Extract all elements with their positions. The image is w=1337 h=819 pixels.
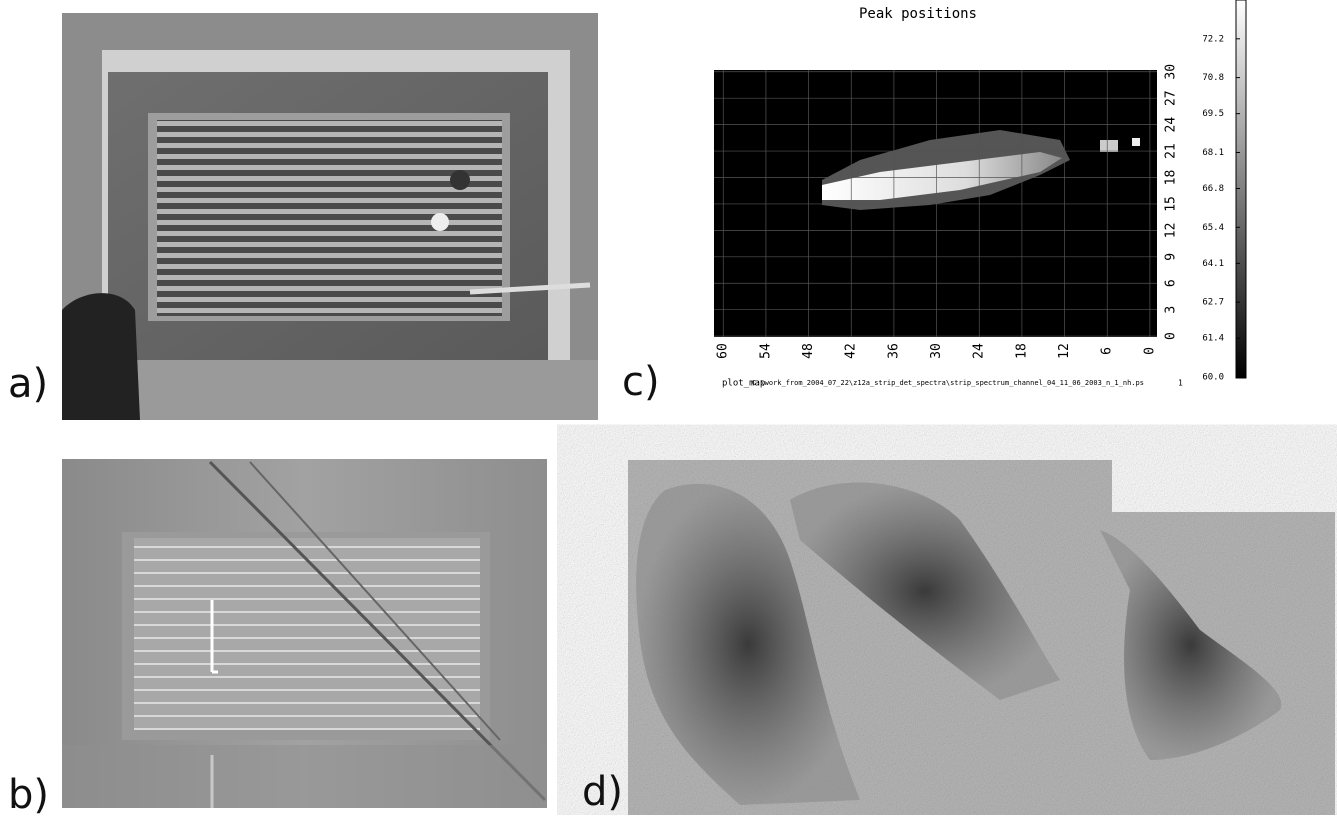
colorbar-tick-label: 68.1 xyxy=(1202,148,1224,158)
x-tick-label: 12 xyxy=(1057,343,1072,359)
colorbar-tick-label: 65.4 xyxy=(1202,223,1224,233)
panel-label: a) xyxy=(8,361,48,407)
x-tick-label: 30 xyxy=(929,343,944,359)
footer-file: C:\work_from_2004_07_22\z12a_strip_det_s… xyxy=(752,379,1144,387)
colorbar-tick-label: 70.8 xyxy=(1202,73,1224,83)
plot-title: Peak positions xyxy=(859,6,977,22)
photo-b xyxy=(62,459,547,808)
x-tick-label: 54 xyxy=(758,343,773,359)
y-tick-label: 27 xyxy=(1164,90,1179,106)
panel-label: b) xyxy=(8,772,49,815)
panel-label: d) xyxy=(582,769,623,815)
x-tick-label: 18 xyxy=(1014,343,1029,359)
x-tick-label: 6 xyxy=(1100,347,1115,355)
y-tick-label: 15 xyxy=(1164,196,1179,212)
y-tick-label: 9 xyxy=(1164,253,1179,261)
y-tick-label: 30 xyxy=(1164,64,1179,80)
x-tick-label: 48 xyxy=(801,343,816,359)
y-tick-label: 24 xyxy=(1164,117,1179,133)
photo-a xyxy=(62,13,598,420)
y-tick-label: 21 xyxy=(1164,143,1179,159)
panel-label: c) xyxy=(622,359,660,405)
footer-page: 1 xyxy=(1178,379,1183,388)
x-tick-label: 36 xyxy=(886,343,901,359)
x-tick-label: 42 xyxy=(844,343,859,359)
y-tick-label: 12 xyxy=(1164,223,1179,239)
y-tick-label: 18 xyxy=(1164,170,1179,186)
y-tick-label: 6 xyxy=(1164,279,1179,287)
y-tick-label: 3 xyxy=(1164,306,1179,314)
colorbar-tick-label: 61.4 xyxy=(1202,334,1224,344)
x-tick-label: 60 xyxy=(716,343,731,359)
colorbar-tick-label: 64.1 xyxy=(1202,259,1224,269)
colorbar-tick-label: 62.7 xyxy=(1202,298,1224,308)
figure: a) b) d) Peak positions plot_map C:\work… xyxy=(0,0,1337,815)
colorbar-tick-label: 69.5 xyxy=(1202,109,1224,119)
colorbar-tick-label: 72.2 xyxy=(1202,34,1224,44)
image-d xyxy=(628,460,1335,815)
colorbar-tick-label: 66.8 xyxy=(1202,184,1224,194)
y-tick-label: 0 xyxy=(1164,332,1179,340)
colorbar-tick-label: 60.0 xyxy=(1202,373,1224,383)
heatmap-panel: Peak positions plot_map C:\work_from_200… xyxy=(714,0,1246,389)
x-tick-label: 24 xyxy=(972,343,987,359)
x-tick-label: 0 xyxy=(1142,347,1157,355)
